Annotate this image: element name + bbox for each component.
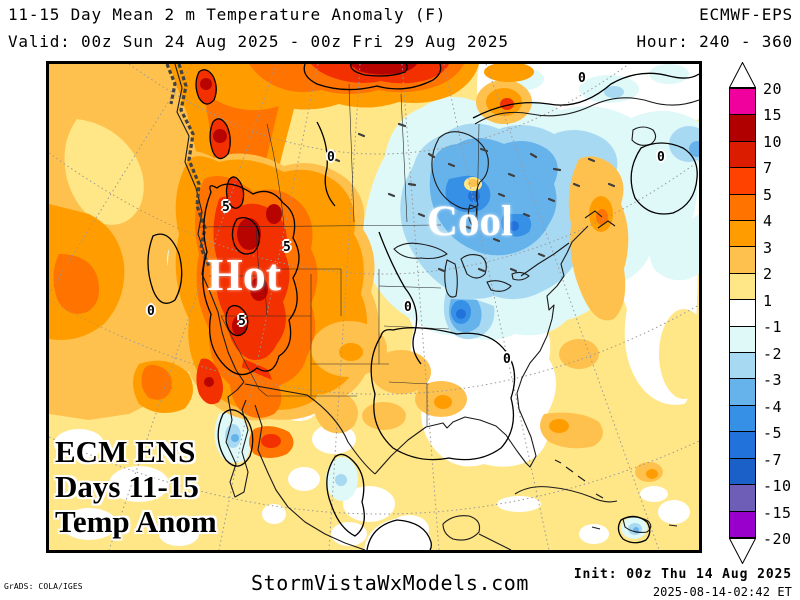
map-svg bbox=[49, 64, 699, 550]
watermark: StormVistaWxModels.com bbox=[250, 571, 530, 595]
header-row-1: 11-15 Day Mean 2 m Temperature Anomaly (… bbox=[0, 5, 800, 25]
contour-label: 0 bbox=[147, 304, 155, 319]
colorbar-tick-label: 10 bbox=[763, 132, 783, 151]
contour-lines bbox=[147, 64, 699, 550]
colorbar-cell bbox=[730, 510, 755, 537]
init-time: Init: 00z Thu 14 Aug 2025 bbox=[573, 567, 792, 582]
bc-coast-rugged bbox=[165, 64, 211, 267]
colorbar-cell bbox=[730, 325, 755, 353]
colorbar-cell bbox=[730, 272, 755, 300]
colorbar-tick-label: -4 bbox=[763, 397, 783, 416]
contour-label: 0 bbox=[503, 352, 511, 367]
colorbar-tick-label: -2 bbox=[763, 344, 783, 363]
colorbar-cell bbox=[730, 167, 755, 194]
colorbar-cell bbox=[730, 193, 755, 221]
colorbar-cells bbox=[729, 88, 756, 538]
map-title: 11-15 Day Mean 2 m Temperature Anomaly (… bbox=[8, 5, 447, 24]
colorbar-tick-label: 2 bbox=[763, 265, 773, 284]
corner-line-3: Temp Anom bbox=[55, 504, 217, 539]
contour-label: 0 bbox=[404, 300, 412, 315]
colorbar-tick-label: -10 bbox=[763, 477, 792, 496]
colorbar-cell bbox=[730, 114, 755, 141]
product-corner-label: ECM ENS Days 11-15 Temp Anom bbox=[55, 434, 217, 539]
colorbar-cell bbox=[730, 484, 755, 511]
valid-range: Valid: 00z Sun 24 Aug 2025 - 00z Fri 29 … bbox=[8, 32, 509, 51]
colorbar-ticks: 20 15 10 7 5 4 3 2 1 -1 -2 -3 -4 -5 -7 -10 -15 -20 bbox=[763, 80, 799, 548]
state-borders bbox=[198, 83, 480, 426]
generated-time: 2025-08-14-02:42 ET bbox=[652, 585, 792, 599]
contour-label: 0 bbox=[578, 71, 586, 86]
lake-speckles bbox=[332, 122, 616, 273]
lat-lon-grid bbox=[49, 64, 699, 550]
model-name: ECMWF-EPS bbox=[699, 5, 793, 24]
colorbar-cell bbox=[730, 352, 755, 379]
contour-label: 5 bbox=[222, 200, 230, 215]
colorbar-tick-label: -15 bbox=[763, 503, 792, 522]
colorbar-tick-label: 15 bbox=[763, 106, 783, 125]
colorbar-cell bbox=[730, 89, 755, 115]
colorbar-tick-label: -3 bbox=[763, 371, 783, 390]
colorbar-cell bbox=[730, 140, 755, 168]
colorbar-cell bbox=[730, 220, 755, 247]
colorbar-tick-label: -5 bbox=[763, 424, 783, 443]
colorbar-cell bbox=[730, 378, 755, 405]
colorbar-tick-label: 1 bbox=[763, 291, 773, 310]
corner-line-1: ECM ENS bbox=[55, 434, 196, 469]
colorbar-tick-label: -1 bbox=[763, 318, 783, 337]
colorbar-cell bbox=[730, 404, 755, 432]
colorbar-tick-label: 20 bbox=[763, 80, 783, 98]
colorbar-tick-label: 4 bbox=[763, 212, 773, 231]
grads-credit: GrADS: COLA/IGES bbox=[4, 582, 83, 591]
colorbar-tick-label: -7 bbox=[763, 450, 783, 469]
colorbar-tick-label: 5 bbox=[763, 185, 773, 204]
contour-label: 5 bbox=[238, 314, 246, 329]
contour-label: 5 bbox=[283, 240, 291, 255]
colorbar-tick-label: 3 bbox=[763, 238, 773, 257]
forecast-hour-range: Hour: 240 - 360 bbox=[636, 32, 793, 51]
colorbar-cell bbox=[730, 299, 755, 326]
colorbar-arrow-up bbox=[729, 62, 756, 88]
colorbar-arrow-down bbox=[729, 538, 756, 564]
colorbar-cell bbox=[730, 246, 755, 273]
colorbar-tick-label: -20 bbox=[763, 530, 792, 548]
header-row-2: Valid: 00z Sun 24 Aug 2025 - 00z Fri 29 … bbox=[0, 32, 800, 52]
cool-region-label: Cool bbox=[427, 198, 513, 245]
colorbar-cell bbox=[730, 431, 755, 458]
map-panel: 5 5 5 0 0 0 0 0 0 Hot Cool ECM ENS Days … bbox=[46, 61, 702, 553]
corner-line-2: Days 11-15 bbox=[55, 469, 199, 504]
contour-label: 0 bbox=[327, 150, 335, 165]
hot-region-label: Hot bbox=[207, 249, 282, 300]
contour-label: 0 bbox=[657, 150, 665, 165]
colorbar-tick-label: 7 bbox=[763, 159, 773, 178]
colorbar-cell bbox=[730, 457, 755, 485]
